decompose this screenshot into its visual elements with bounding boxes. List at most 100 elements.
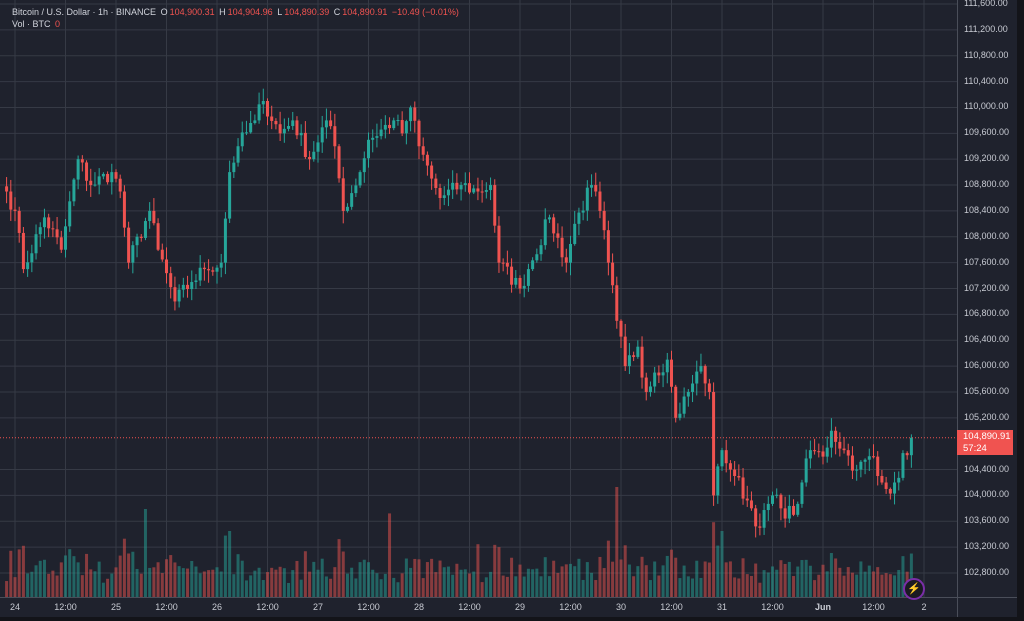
volume-bar — [219, 571, 223, 597]
candle-body — [468, 183, 471, 193]
candle-body — [825, 447, 829, 457]
candle-body — [219, 262, 223, 268]
candle-body — [787, 505, 791, 519]
volume-bar — [228, 531, 232, 597]
price-tick: 108,000.00 — [964, 230, 1010, 241]
volume-bar — [375, 573, 379, 597]
volume-bar — [34, 565, 38, 597]
volume-bar — [122, 538, 126, 597]
volume-bar — [569, 563, 572, 597]
volume-bar — [38, 560, 42, 597]
volume-bar — [249, 575, 253, 597]
volume-bar — [68, 549, 72, 597]
candle-body — [674, 386, 678, 418]
candle-body — [211, 270, 215, 272]
candle-body — [379, 129, 383, 137]
volume-bar — [468, 573, 471, 597]
volume-bar — [909, 553, 913, 597]
volume-bar — [602, 568, 606, 597]
volume-bar — [135, 568, 139, 597]
candle-body — [114, 172, 118, 179]
candle-body — [85, 162, 89, 181]
low-value: 104,890.39 — [284, 7, 330, 17]
candle-body — [577, 212, 581, 224]
volume-bar — [430, 558, 434, 597]
symbol-title[interactable]: Bitcoin / U.S. Dollar · 1h · BINANCE — [12, 7, 157, 17]
candle-body — [594, 185, 598, 192]
candle-body — [762, 510, 766, 528]
candle-body — [451, 182, 455, 190]
volume-bar — [459, 569, 463, 597]
candle-body — [720, 450, 724, 467]
volume-bar — [674, 557, 678, 597]
volume-bar — [821, 564, 825, 597]
volume-bar — [720, 531, 724, 597]
candle-body — [850, 455, 854, 471]
candle-body — [682, 396, 686, 414]
volume-bar — [564, 564, 568, 597]
candle-body — [821, 451, 825, 457]
volume-bar — [703, 561, 707, 597]
time-tick: 12:00 — [660, 602, 683, 612]
candle-body — [636, 346, 640, 357]
volume-bar — [825, 571, 829, 597]
candle-body — [522, 285, 526, 289]
volume-bar — [813, 580, 817, 597]
volume-bar — [80, 575, 84, 597]
volume-bar — [539, 576, 543, 597]
volume-bar — [745, 574, 749, 597]
price-tick: 103,200.00 — [964, 541, 1010, 552]
high-label: H — [219, 7, 226, 17]
close-label: C — [333, 7, 341, 17]
lightning-bolt-icon[interactable]: ⚡ — [903, 578, 925, 600]
current-price: 104,890.91 — [963, 431, 1011, 442]
candle-body — [888, 488, 892, 494]
time-tick: 2 — [921, 602, 927, 612]
volume-label[interactable]: Vol · BTC — [12, 19, 51, 29]
volume-bar — [106, 578, 110, 597]
volume-bar — [55, 575, 59, 597]
candle-body — [472, 188, 476, 193]
candle-body — [101, 173, 105, 177]
volume-bar — [800, 560, 804, 597]
volume-bar — [367, 562, 370, 597]
volume-bar — [207, 570, 211, 597]
candle-body — [510, 266, 514, 285]
candle-body — [110, 172, 114, 183]
volume-bar — [261, 580, 265, 597]
volume-bar — [796, 566, 800, 597]
candle-body — [493, 185, 497, 226]
candle-body — [459, 185, 463, 190]
candle-body — [9, 191, 13, 210]
candle-body — [118, 178, 122, 192]
bar-countdown: 57:24 — [963, 443, 987, 454]
candle-body — [173, 287, 177, 302]
candle-body — [598, 191, 602, 211]
time-tick: 26 — [211, 602, 223, 612]
candle-body — [741, 477, 745, 499]
candle-body — [707, 383, 711, 392]
candle-body — [623, 336, 627, 367]
volume-bar — [897, 569, 901, 597]
candle-body — [531, 260, 535, 270]
candle-body — [783, 508, 787, 519]
volume-bar — [510, 557, 514, 597]
candle-body — [686, 391, 690, 397]
volume-bar — [379, 579, 383, 597]
volume-bar — [308, 571, 312, 597]
volume-bar — [177, 566, 181, 597]
price-tick: 110,000.00 — [964, 101, 1009, 112]
candle-body — [165, 259, 168, 274]
candle-body — [905, 453, 909, 456]
volume-bar — [493, 544, 497, 597]
time-tick: 30 — [615, 602, 627, 612]
candle-body — [573, 223, 577, 244]
price-tick: 103,600.00 — [964, 515, 1010, 526]
volume-bar — [253, 570, 257, 597]
candle-body — [640, 346, 644, 378]
volume-bar — [404, 558, 408, 597]
close-value: 104,890.91 — [342, 7, 388, 17]
volume-bar — [118, 555, 122, 597]
volume-bar — [893, 575, 897, 597]
